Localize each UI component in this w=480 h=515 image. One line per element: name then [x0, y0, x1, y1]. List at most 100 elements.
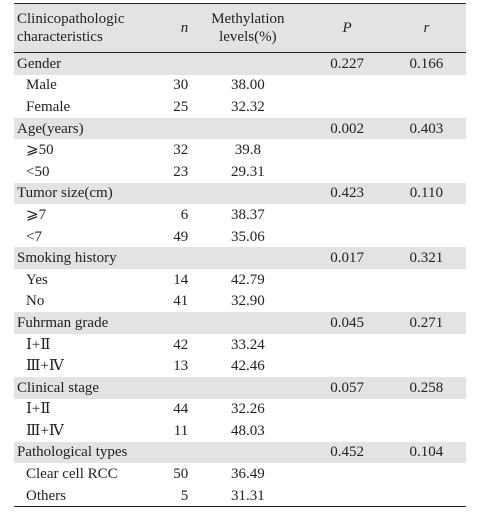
group-row: Gender 0.227 0.166 — [14, 52, 466, 75]
row-methylation: 48.03 — [230, 422, 265, 439]
row-methylation: 38.37 — [230, 206, 265, 223]
row-methylation: 32.90 — [230, 293, 265, 310]
row-methylation: 35.06 — [230, 228, 265, 245]
group-p-value: 0.423 — [307, 182, 387, 205]
header-methylation-line2: levels(%) — [219, 29, 277, 45]
row-label: <7 — [26, 228, 42, 245]
table-header: Clinicopathologic characteristics n Methy… — [14, 3, 466, 53]
table-row: Male 30 38.00 — [14, 75, 466, 97]
table-row: <50 23 29.31 — [14, 161, 466, 183]
group-label: Age(years) — [14, 117, 157, 140]
row-label: ⩾7 — [26, 206, 47, 223]
group-n-empty — [156, 441, 189, 464]
row-label: Yes — [26, 271, 48, 288]
group-n-empty — [156, 312, 189, 334]
row-label: Ⅰ+Ⅱ — [26, 336, 51, 353]
row-r-empty — [387, 269, 466, 291]
methylation-table: Clinicopathologic characteristics n Methy… — [14, 3, 466, 508]
table-row: Ⅰ+Ⅱ 42 33.24 — [14, 334, 466, 356]
group-label: Gender — [14, 52, 157, 75]
table-row: Ⅰ+Ⅱ 44 32.26 — [14, 399, 466, 421]
row-methylation: 42.79 — [230, 271, 265, 288]
row-methylation: 31.31 — [188, 484, 308, 508]
header-methylation: Methylation levels(%) — [188, 3, 308, 53]
group-label: Pathological types — [14, 441, 157, 464]
row-p-empty — [307, 484, 387, 508]
row-p-empty — [307, 75, 386, 97]
header-p: P — [307, 3, 387, 53]
group-methylation-empty — [188, 117, 308, 140]
row-n: 30 — [173, 77, 189, 94]
row-methylation: 32.32 — [230, 98, 265, 115]
group-r-value: 0.104 — [386, 441, 466, 464]
row-r-empty — [387, 161, 466, 183]
group-r-value: 0.403 — [386, 117, 466, 140]
row-r-empty — [387, 399, 466, 421]
row-r-empty — [387, 463, 466, 485]
row-r-empty — [387, 204, 466, 226]
table-row: Ⅲ+Ⅳ 11 48.03 — [14, 420, 466, 442]
group-label: Clinical stage — [14, 376, 157, 399]
table-row: <7 49 35.06 — [14, 226, 466, 248]
row-p-empty — [307, 139, 386, 161]
group-n-empty — [156, 376, 189, 399]
group-n-empty — [156, 117, 189, 140]
row-r-empty — [387, 291, 466, 313]
group-methylation-empty — [188, 441, 308, 464]
row-p-empty — [307, 399, 386, 421]
row-label: Female — [26, 98, 71, 115]
row-n: 50 — [173, 466, 189, 483]
row-n: 25 — [173, 98, 189, 115]
row-methylation: 39.8 — [234, 142, 261, 159]
group-r-value: 0.271 — [386, 312, 466, 334]
group-p-value: 0.057 — [307, 376, 387, 399]
row-n: 5 — [156, 484, 189, 508]
group-label: Tumor size(cm) — [14, 182, 157, 205]
table-row: Yes 14 42.79 — [14, 269, 466, 291]
group-label: Smoking history — [14, 247, 157, 269]
row-label: Ⅲ+Ⅳ — [26, 422, 64, 439]
group-p-value: 0.227 — [307, 52, 387, 75]
row-label: No — [26, 293, 45, 310]
row-label: ⩾50 — [26, 142, 54, 159]
group-row: Smoking history 0.017 0.321 — [14, 247, 466, 269]
header-characteristics: Clinicopathologic characteristics — [14, 3, 157, 53]
header-methylation-line1: Methylation — [211, 11, 285, 27]
row-n: 49 — [173, 228, 189, 245]
table-row: No 41 32.90 — [14, 291, 466, 313]
group-methylation-empty — [188, 182, 308, 205]
row-label: Ⅰ+Ⅱ — [26, 401, 51, 418]
row-n: 32 — [173, 142, 189, 159]
group-r-value: 0.258 — [386, 376, 466, 399]
row-p-empty — [307, 355, 386, 377]
row-p-empty — [307, 204, 386, 226]
row-r-empty — [387, 334, 466, 356]
row-r-empty — [387, 96, 466, 118]
table-row: Female 25 32.32 — [14, 96, 466, 118]
group-row: Tumor size(cm) 0.423 0.110 — [14, 182, 466, 205]
row-p-empty — [307, 161, 386, 183]
methylation-table-container: Clinicopathologic characteristics n Methy… — [14, 3, 466, 508]
table-row: Others 5 31.31 — [14, 484, 466, 508]
group-row: Fuhrman grade 0.045 0.271 — [14, 312, 466, 334]
row-n: 42 — [173, 336, 189, 353]
row-methylation: 32.26 — [230, 401, 265, 418]
row-methylation: 36.49 — [230, 466, 265, 483]
row-n: 11 — [173, 422, 189, 439]
group-label: Fuhrman grade — [14, 312, 157, 334]
row-n: 14 — [173, 271, 189, 288]
row-p-empty — [307, 334, 386, 356]
row-methylation: 29.31 — [230, 163, 265, 180]
table-row: ⩾50 32 39.8 — [14, 139, 466, 161]
row-r-empty — [386, 484, 466, 508]
row-n: 13 — [173, 358, 189, 375]
group-p-value: 0.452 — [307, 441, 387, 464]
row-n: 6 — [180, 206, 189, 223]
row-p-empty — [307, 463, 386, 485]
group-row: Pathological types 0.452 0.104 — [14, 441, 466, 464]
row-r-empty — [387, 75, 466, 97]
group-r-value: 0.166 — [386, 52, 466, 75]
row-r-empty — [387, 355, 466, 377]
row-label: Male — [26, 77, 57, 94]
header-r: r — [386, 3, 466, 53]
